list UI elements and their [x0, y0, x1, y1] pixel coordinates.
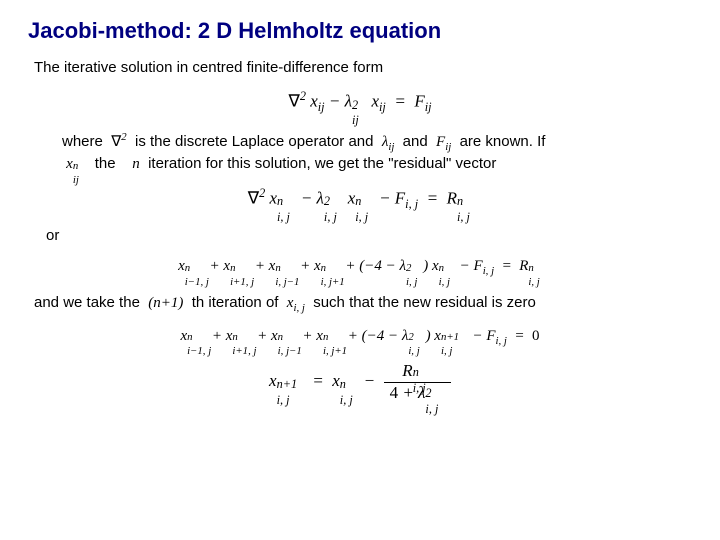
equation-2: ∇2 xni, j − λ2i, j xni, j − Fi, j = Rni,…	[28, 185, 692, 213]
inline-f-ij: Fij	[436, 134, 451, 150]
or-line: or	[46, 226, 692, 246]
inline-lambda-ij: λij	[382, 134, 395, 150]
inline-n-plus-1: (n+1)	[148, 295, 183, 311]
inline-x-ij-plain: xi, j	[287, 295, 305, 311]
text-residual-zero: such that the new residual is zero	[313, 294, 536, 311]
equation-4: xni−1, j + xni+1, j + xni, j−1 + xni, j+…	[28, 326, 692, 349]
inline-x-ij-n: xnij	[66, 156, 86, 172]
fraction: Rni, j 4 + λ2i, j	[384, 362, 451, 402]
inline-nabla2: ∇2	[111, 134, 126, 150]
equation-1: ∇2 xij − λ2ij xij = Fij	[28, 88, 692, 116]
text-iteration: iteration for this solution, we get the …	[148, 155, 496, 172]
where-line: where ∇2 is the discrete Laplace operato…	[62, 130, 692, 175]
slide-title: Jacobi-method: 2 D Helmholtz equation	[28, 18, 692, 44]
text-where: where	[62, 133, 103, 150]
text-laplace: is the discrete Laplace operator and	[135, 133, 373, 150]
equation-3: xni−1, j + xni+1, j + xni, j−1 + xni, j+…	[28, 256, 692, 279]
text-take: and we take the	[34, 294, 140, 311]
take-line: and we take the (n+1) th iteration of xi…	[34, 293, 692, 316]
text-known: are known. If	[460, 133, 546, 150]
intro-line: The iterative solution in centred finite…	[34, 58, 692, 78]
text-and: and	[403, 133, 428, 150]
inline-n: n	[132, 156, 140, 172]
slide: Jacobi-method: 2 D Helmholtz equation Th…	[0, 0, 720, 540]
text-th-iteration: th iteration of	[192, 294, 279, 311]
equation-5: xn+1i, j = xni, j − Rni, j 4 + λ2i, j	[28, 362, 692, 402]
text-the: the	[95, 155, 116, 172]
body: The iterative solution in centred finite…	[28, 58, 692, 403]
